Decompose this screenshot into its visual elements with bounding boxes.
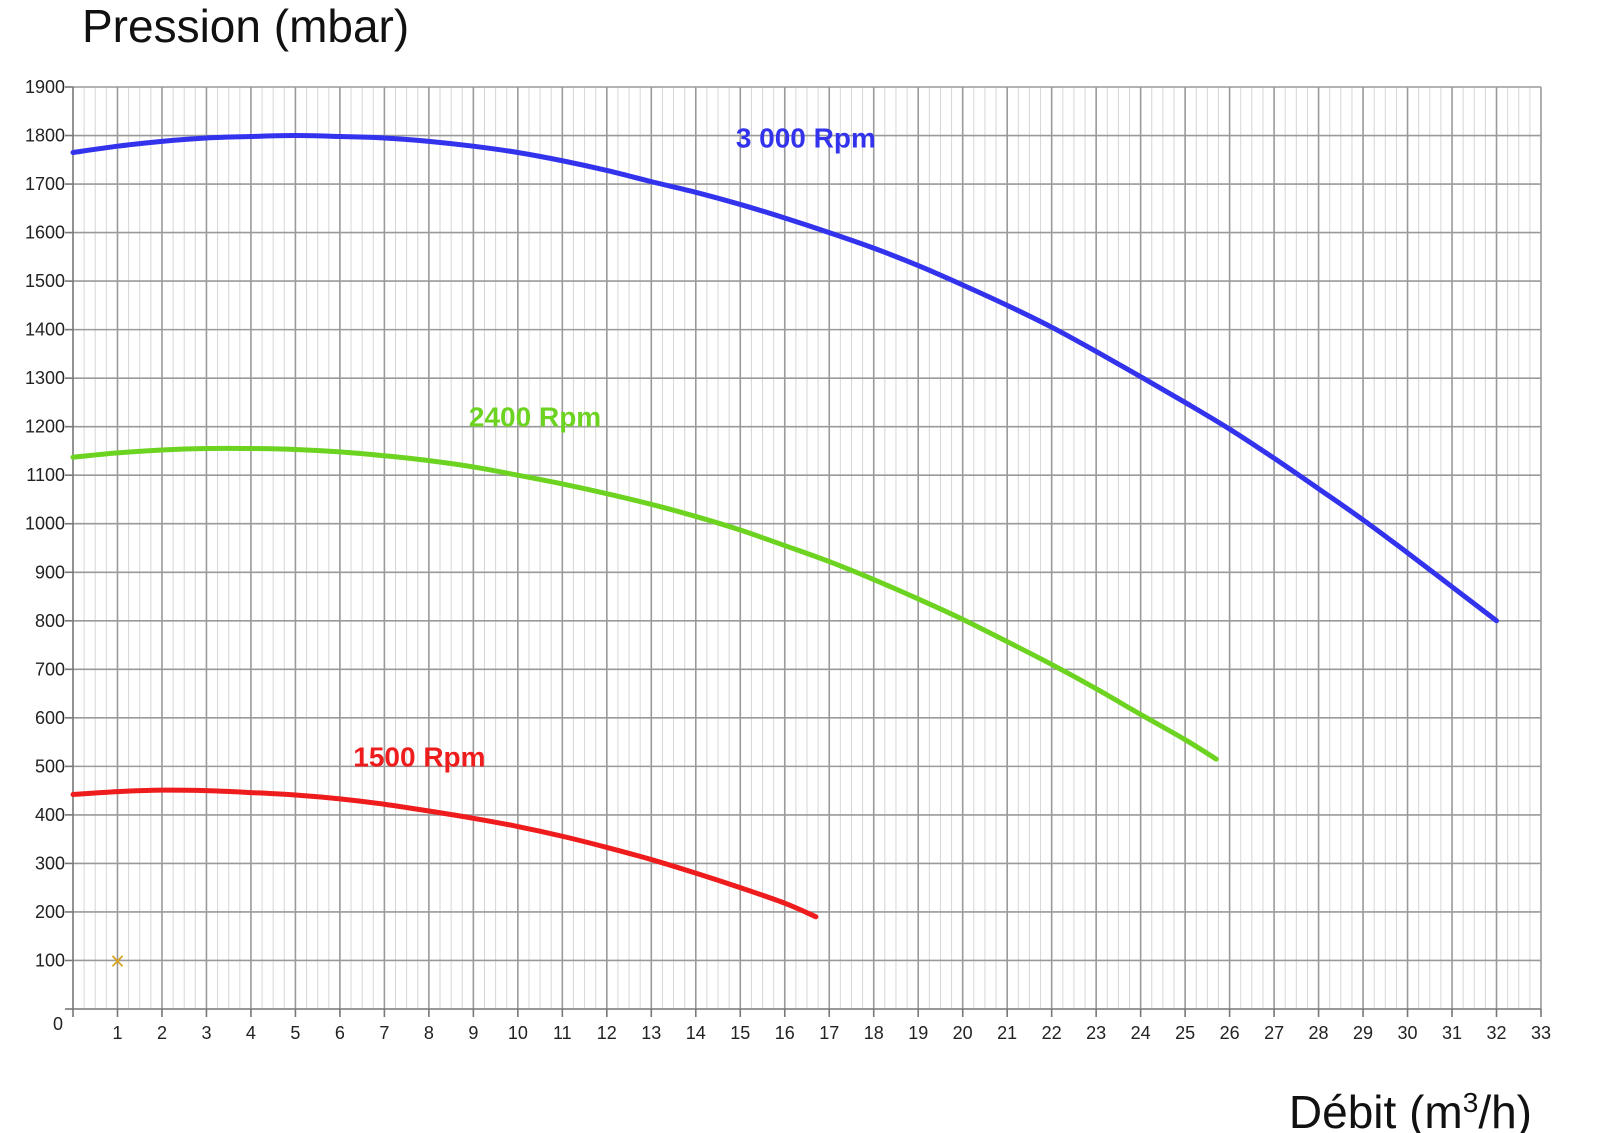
y-tick-label: 200 xyxy=(35,902,65,922)
x-tick-label: 33 xyxy=(1531,1023,1551,1043)
x-tick-label: 21 xyxy=(997,1023,1017,1043)
x-tick-label: 32 xyxy=(1486,1023,1506,1043)
x-tick-label: 13 xyxy=(641,1023,661,1043)
x-tick-label: 27 xyxy=(1264,1023,1284,1043)
x-tick-label: 29 xyxy=(1353,1023,1373,1043)
y-tick-label: 1200 xyxy=(25,417,65,437)
x-tick-label: 12 xyxy=(597,1023,617,1043)
x-axis-title-sup: 3 xyxy=(1463,1087,1479,1118)
x-tick-label: 31 xyxy=(1442,1023,1462,1043)
x-tick-label: 24 xyxy=(1131,1023,1151,1043)
series-label-2400rpm: 2400 Rpm xyxy=(469,402,601,433)
x-tick-label: 3 xyxy=(201,1023,211,1043)
y-tick-label: 400 xyxy=(35,805,65,825)
y-tick-label: 1800 xyxy=(25,126,65,146)
x-tick-label: 17 xyxy=(819,1023,839,1043)
y-tick-label: 1000 xyxy=(25,514,65,534)
y-tick-label: 700 xyxy=(35,659,65,679)
tick-labels: 0 100 200 300 400 500 600 700 800 900 1000 1100 1200… xyxy=(25,77,1551,1043)
x-tick-label: 1 xyxy=(112,1023,122,1043)
y-tick-label: 600 xyxy=(35,708,65,728)
x-tick-label: 15 xyxy=(730,1023,750,1043)
y-tick-label: 1400 xyxy=(25,320,65,340)
x-tick-label: 25 xyxy=(1175,1023,1195,1043)
x-tick-label: 19 xyxy=(908,1023,928,1043)
series-line-2400rpm xyxy=(70,445,1219,762)
x-tick-label: 2 xyxy=(157,1023,167,1043)
y-tick-label: 1900 xyxy=(25,77,65,97)
y-tick-label: 800 xyxy=(35,611,65,631)
y-tick-label: 1500 xyxy=(25,271,65,291)
x-tick-label: 26 xyxy=(1220,1023,1240,1043)
y-tick-label: 300 xyxy=(35,853,65,873)
y-tick-label: 1600 xyxy=(25,223,65,243)
x-tick-label: 16 xyxy=(775,1023,795,1043)
y-tick-label: 1100 xyxy=(26,465,65,485)
y-tick-label: 100 xyxy=(35,950,65,970)
x-tick-label: 8 xyxy=(424,1023,434,1043)
x-tick-label: 28 xyxy=(1309,1023,1329,1043)
x-axis-title: Débit (m3/h) xyxy=(1289,1086,1532,1133)
y-tick-label: 0 xyxy=(53,1014,63,1034)
x-tick-label: 9 xyxy=(468,1023,478,1043)
y-tick-label: 1300 xyxy=(25,368,65,388)
x-tick-label: 20 xyxy=(953,1023,973,1043)
x-tick-label: 22 xyxy=(1042,1023,1062,1043)
markers: × xyxy=(109,948,126,972)
major-grid xyxy=(73,86,1542,1009)
series-label-1500rpm: 1500 Rpm xyxy=(353,741,485,772)
x-tick-label: 11 xyxy=(553,1023,572,1043)
y-tick-label: 1700 xyxy=(25,174,65,194)
x-tick-label: 14 xyxy=(686,1023,706,1043)
series-labels: 3 000 Rpm 2400 Rpm 1500 Rpm xyxy=(353,123,876,773)
x-axis-title-main: Débit (m xyxy=(1289,1086,1463,1133)
marker-point: × xyxy=(109,948,126,972)
x-tick-label: 30 xyxy=(1398,1023,1418,1043)
series-label-3000rpm: 3 000 Rpm xyxy=(736,123,876,154)
series-lines xyxy=(70,133,1500,920)
y-tick-label: 500 xyxy=(35,756,65,776)
x-tick-label: 10 xyxy=(508,1023,528,1043)
axes xyxy=(65,86,1542,1017)
series-line-3000rpm xyxy=(70,133,1500,624)
x-tick-label: 7 xyxy=(379,1023,389,1043)
x-tick-label: 5 xyxy=(290,1023,300,1043)
x-tick-label: 18 xyxy=(864,1023,884,1043)
y-axis-title: Pression (mbar) xyxy=(82,0,409,52)
x-axis-title-end: /h) xyxy=(1478,1086,1532,1133)
x-tick-label: 4 xyxy=(246,1023,256,1043)
y-tick-label: 900 xyxy=(35,562,65,582)
x-tick-label: 23 xyxy=(1086,1023,1106,1043)
series-line-1500rpm xyxy=(70,787,819,920)
x-tick-label: 6 xyxy=(335,1023,345,1043)
